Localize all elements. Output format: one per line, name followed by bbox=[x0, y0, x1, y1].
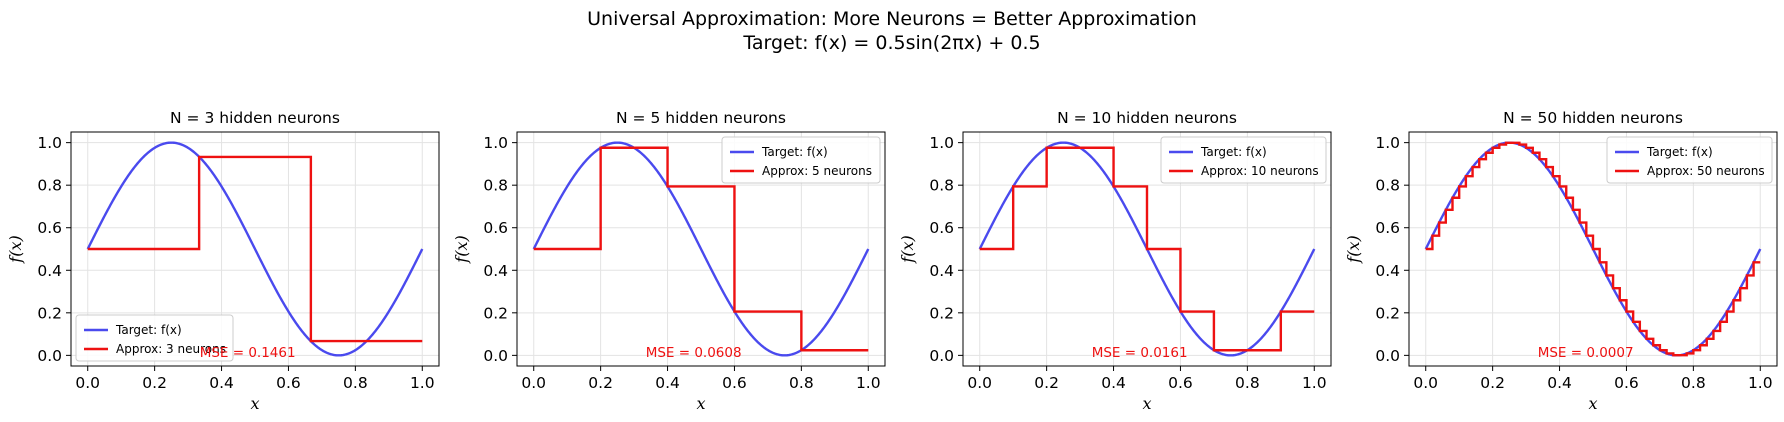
subplot-title: N = 5 hidden neurons bbox=[616, 109, 786, 127]
subplot-title: N = 10 hidden neurons bbox=[1057, 109, 1237, 127]
subplot-4: 0.0 0.0 0.2 0.2 0.4 0.4 0.6 0.6 0.8 0.8 1.0 1.0 x f(x… bbox=[1344, 109, 1778, 413]
legend: Target: f(x) Approx: 10 neurons bbox=[1160, 136, 1327, 184]
x-tick-label: 0.8 bbox=[1235, 374, 1260, 392]
x-tick-label: 0.8 bbox=[789, 374, 814, 392]
x-tick-label: 0.4 bbox=[1547, 374, 1572, 392]
legend-label-approx: Approx: 10 neurons bbox=[1201, 164, 1319, 178]
x-tick-label: 0.0 bbox=[967, 374, 992, 392]
axes-frame bbox=[70, 131, 440, 367]
x-tick-label: 0.2 bbox=[142, 374, 167, 392]
y-tick-label: 0.6 bbox=[483, 219, 508, 237]
x-tick-label: 0.8 bbox=[1681, 374, 1706, 392]
y-axis-label: f(x) bbox=[1344, 235, 1363, 263]
y-tick-label: 0.2 bbox=[483, 304, 508, 322]
x-tick-label: 0.2 bbox=[1034, 374, 1059, 392]
legend-label-target: Target: f(x) bbox=[1646, 145, 1713, 159]
x-axis-label: x bbox=[1142, 394, 1151, 413]
axes-frame bbox=[962, 131, 1332, 367]
legend-box bbox=[1606, 136, 1773, 184]
legend-box bbox=[721, 136, 881, 184]
x-tick-label: 0.6 bbox=[722, 374, 747, 392]
x-tick-label: 0.8 bbox=[343, 374, 368, 392]
legend-box bbox=[75, 314, 234, 362]
y-axis-label: f(x) bbox=[6, 235, 25, 263]
y-tick-label: 1.0 bbox=[37, 134, 62, 152]
y-tick-label: 0.6 bbox=[37, 219, 62, 237]
y-tick-label: 0.4 bbox=[483, 262, 508, 280]
legend-label-target: Target: f(x) bbox=[115, 323, 182, 337]
x-tick-label: 1.0 bbox=[1748, 374, 1773, 392]
legend: Target: f(x) Approx: 3 neurons bbox=[75, 314, 234, 362]
y-tick-label: 0.0 bbox=[929, 347, 954, 365]
y-tick-label: 0.8 bbox=[929, 177, 954, 195]
legend-label-approx: Approx: 50 neurons bbox=[1647, 164, 1765, 178]
y-tick-label: 0.0 bbox=[1375, 347, 1400, 365]
figure-title-line1: Universal Approximation: More Neurons = … bbox=[587, 8, 1197, 30]
y-tick-label: 1.0 bbox=[1375, 134, 1400, 152]
x-tick-label: 0.0 bbox=[1413, 374, 1438, 392]
y-tick-label: 0.8 bbox=[37, 177, 62, 195]
x-tick-label: 0.0 bbox=[521, 374, 546, 392]
subplot-1: 0.0 0.0 0.2 0.2 0.4 0.4 0.6 0.6 0.8 0.8 1.0 1.0 x f(x… bbox=[6, 109, 440, 413]
x-tick-label: 0.0 bbox=[75, 374, 100, 392]
y-tick-label: 1.0 bbox=[483, 134, 508, 152]
target-curve bbox=[532, 141, 870, 357]
y-tick-label: 0.0 bbox=[37, 347, 62, 365]
legend-label-target: Target: f(x) bbox=[761, 145, 828, 159]
legend-label-target: Target: f(x) bbox=[1200, 145, 1267, 159]
x-tick-label: 1.0 bbox=[1302, 374, 1327, 392]
x-tick-label: 1.0 bbox=[856, 374, 881, 392]
x-tick-label: 0.6 bbox=[1614, 374, 1639, 392]
x-tick-label: 0.4 bbox=[209, 374, 234, 392]
x-axis-label: x bbox=[696, 394, 705, 413]
y-axis-label: f(x) bbox=[452, 235, 471, 263]
y-tick-label: 1.0 bbox=[929, 134, 954, 152]
subplot-title: N = 50 hidden neurons bbox=[1503, 109, 1683, 127]
x-tick-label: 0.2 bbox=[588, 374, 613, 392]
approx-step-line bbox=[1425, 141, 1761, 357]
legend-label-approx: Approx: 5 neurons bbox=[762, 164, 872, 178]
y-tick-label: 0.2 bbox=[1375, 304, 1400, 322]
y-tick-label: 0.2 bbox=[929, 304, 954, 322]
x-axis-label: x bbox=[1588, 394, 1597, 413]
mse-annotation: MSE = 0.0007 bbox=[1538, 345, 1634, 361]
y-tick-label: 0.8 bbox=[1375, 177, 1400, 195]
x-axis-label: x bbox=[250, 394, 259, 413]
mse-annotation: MSE = 0.0161 bbox=[1092, 345, 1188, 361]
mse-annotation: MSE = 0.0608 bbox=[646, 345, 742, 361]
y-tick-label: 0.4 bbox=[37, 262, 62, 280]
y-axis-label: f(x) bbox=[898, 235, 917, 263]
x-tick-label: 0.6 bbox=[1168, 374, 1193, 392]
legend-label-approx: Approx: 3 neurons bbox=[116, 342, 226, 356]
approx-step-line bbox=[979, 146, 1315, 352]
y-tick-label: 0.4 bbox=[1375, 262, 1400, 280]
y-tick-label: 0.0 bbox=[483, 347, 508, 365]
mse-annotation: MSE = 0.1461 bbox=[200, 345, 296, 361]
y-tick-label: 0.8 bbox=[483, 177, 508, 195]
x-tick-label: 1.0 bbox=[410, 374, 435, 392]
y-tick-label: 0.2 bbox=[37, 304, 62, 322]
axes-frame bbox=[1408, 131, 1778, 367]
legend: Target: f(x) Approx: 50 neurons bbox=[1606, 136, 1773, 184]
y-tick-label: 0.6 bbox=[929, 219, 954, 237]
subplot-2: 0.0 0.0 0.2 0.2 0.4 0.4 0.6 0.6 0.8 0.8 1.0 1.0 x f(x… bbox=[452, 109, 886, 413]
y-tick-label: 0.4 bbox=[929, 262, 954, 280]
subplot-3: 0.0 0.0 0.2 0.2 0.4 0.4 0.6 0.6 0.8 0.8 1.0 1.0 x f(x… bbox=[898, 109, 1332, 413]
axes-frame bbox=[516, 131, 886, 367]
figure-title-line2: Target: f(x) = 0.5sin(2πx) + 0.5 bbox=[742, 32, 1040, 54]
x-tick-label: 0.6 bbox=[276, 374, 301, 392]
legend-box bbox=[1160, 136, 1327, 184]
x-tick-label: 0.4 bbox=[1101, 374, 1126, 392]
x-tick-label: 0.4 bbox=[655, 374, 680, 392]
subplot-title: N = 3 hidden neurons bbox=[170, 109, 340, 127]
x-tick-label: 0.2 bbox=[1480, 374, 1505, 392]
legend: Target: f(x) Approx: 5 neurons bbox=[721, 136, 881, 184]
y-tick-label: 0.6 bbox=[1375, 219, 1400, 237]
approx-step-line bbox=[533, 146, 869, 352]
approx-step-line bbox=[87, 155, 423, 343]
